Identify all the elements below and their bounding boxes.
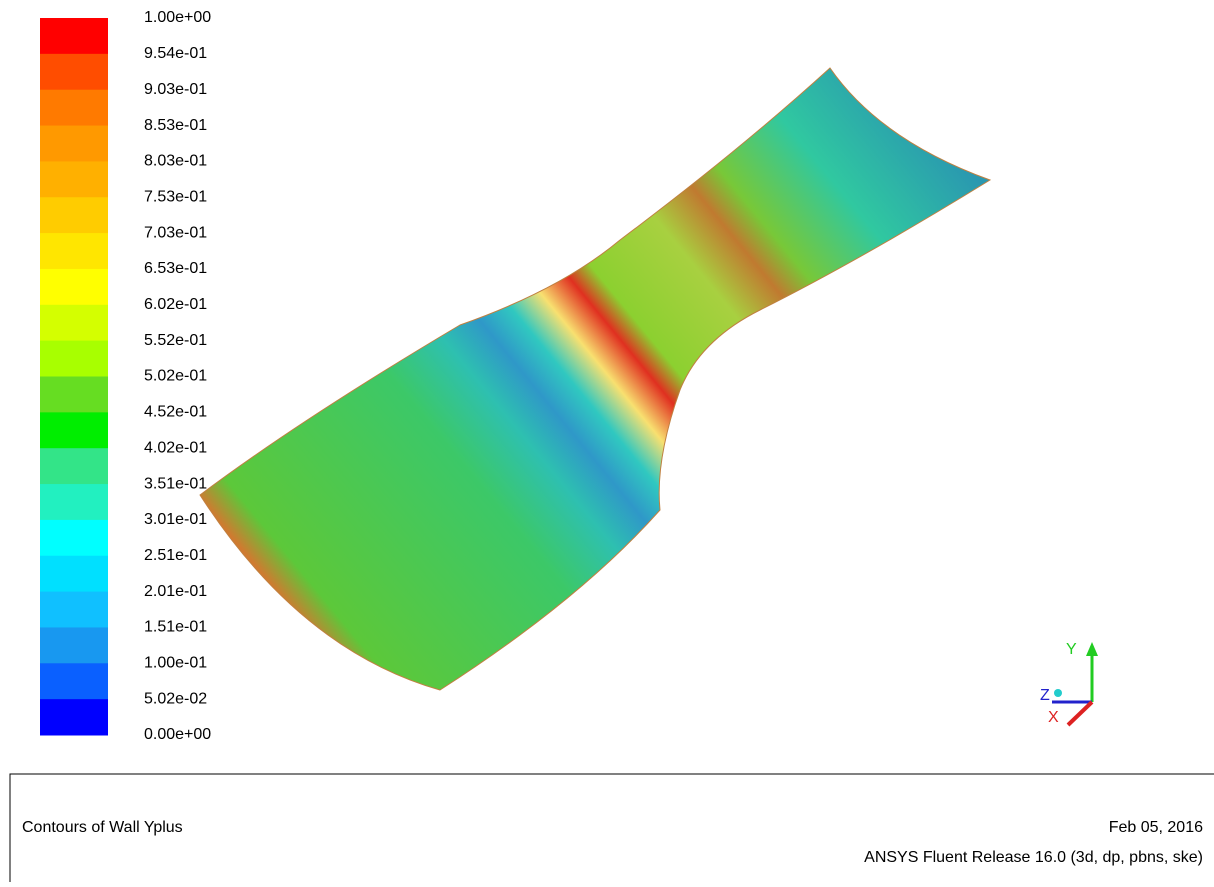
- colorbar-label: 5.52e-01: [144, 332, 207, 349]
- colorbar-label: 0.00e+00: [144, 726, 211, 743]
- colorbar-label: 9.54e-01: [144, 45, 207, 62]
- colorbar-label: 1.00e+00: [144, 9, 211, 26]
- colorbar-segment: [40, 519, 108, 557]
- colorbar-segment: [40, 89, 108, 127]
- colorbar-label: 7.53e-01: [144, 188, 207, 205]
- colorbar-label: 3.51e-01: [144, 475, 207, 492]
- colorbar-segment: [40, 412, 108, 449]
- caption-box: [9, 773, 1214, 887]
- colorbar-segment: [40, 627, 108, 664]
- colorbar-label: 9.03e-01: [144, 81, 207, 98]
- colorbar-segment: [40, 268, 108, 306]
- colorbar-segment: [40, 699, 108, 736]
- nozzle-surface: [199, 67, 992, 691]
- colorbar-segment: [40, 197, 108, 234]
- axis-triad: Y Z X: [1040, 641, 1098, 727]
- colorbar-label: 2.51e-01: [144, 547, 207, 564]
- colorbar-label: 7.03e-01: [144, 224, 207, 241]
- colorbar-label: 8.03e-01: [144, 153, 207, 170]
- colorbar-label: 6.53e-01: [144, 260, 207, 277]
- colorbar-segment: [40, 18, 108, 55]
- colorbar-label: 1.00e-01: [144, 655, 207, 672]
- caption-release: ANSYS Fluent Release 16.0 (3d, dp, pbns,…: [864, 849, 1203, 866]
- colorbar-segment: [40, 484, 108, 521]
- colorbar-segment: [40, 340, 108, 377]
- axis-label: X: [1048, 709, 1059, 726]
- colorbar-label: 4.52e-01: [144, 404, 207, 421]
- colorbar-label: 3.01e-01: [144, 511, 207, 528]
- colorbar-segment: [40, 53, 108, 91]
- colorbar-segment: [40, 591, 108, 628]
- colorbar-segment: [40, 448, 108, 485]
- colorbar-segment: [40, 161, 108, 198]
- colorbar-label: 5.02e-02: [144, 690, 207, 707]
- caption-title: Contours of Wall Yplus: [22, 819, 183, 836]
- colorbar-label: 4.02e-01: [144, 439, 207, 456]
- colorbar: 1.00e+00 9.54e-01 9.03e-01 8.53e-01 8.03e-01…: [40, 9, 211, 743]
- colorbar-label: 5.02e-01: [144, 368, 207, 385]
- caption-date: Feb 05, 2016: [1109, 819, 1203, 836]
- colorbar-segment: [40, 376, 108, 413]
- axis-label: Y: [1066, 641, 1077, 658]
- colorbar-segment: [40, 233, 108, 270]
- colorbar-label: 1.51e-01: [144, 619, 207, 636]
- colorbar-segment: [40, 663, 108, 700]
- colorbar-label: 8.53e-01: [144, 117, 207, 134]
- colorbar-label: 6.02e-01: [144, 296, 207, 313]
- axis-label: Z: [1040, 687, 1050, 704]
- colorbar-label: 2.01e-01: [144, 583, 207, 600]
- colorbar-segment: [40, 304, 108, 342]
- colorbar-segment: [40, 125, 108, 162]
- colorbar-segment: [40, 555, 108, 593]
